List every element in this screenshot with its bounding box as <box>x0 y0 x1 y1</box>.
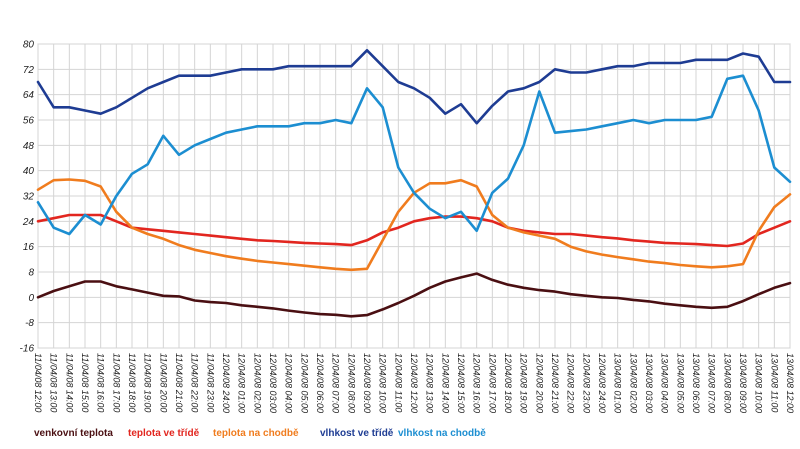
x-tick-label: 12/04/08 14:00 <box>440 353 450 413</box>
x-tick-label: 11/04/08 18:00 <box>127 353 137 412</box>
x-tick-label: 12/04/08 09:00 <box>362 353 372 413</box>
y-tick-label: -16 <box>20 344 35 355</box>
x-tick-label: 12/04/08 07:00 <box>331 353 341 413</box>
y-tick-label: 48 <box>23 141 35 152</box>
y-tick-label: 16 <box>23 242 35 253</box>
x-tick-label: 11/04/08 12:00 <box>33 353 43 412</box>
x-tick-label: 11/04/08 19:00 <box>143 353 153 412</box>
x-tick-label: 11/04/08 23:00 <box>205 353 215 412</box>
y-axis-tick-labels: -16 -8 0 8 16 24 32 40 48 56 64 72 80 <box>20 40 35 355</box>
x-tick-label: 12/04/08 21:00 <box>550 353 560 413</box>
x-tick-label: 13/04/08 03:00 <box>644 353 654 413</box>
series-line-teplota-ve-tride <box>36 213 792 248</box>
x-tick-label: 11/04/08 13:00 <box>49 353 59 412</box>
x-tick-label: 13/04/08 08:00 <box>722 353 732 413</box>
x-tick-label: 12/04/08 24:00 <box>221 353 231 413</box>
legend-item-teplota-na-chodbe: teplota na chodbě <box>213 428 299 439</box>
x-tick-label: 13/04/08 01:00 <box>613 353 623 413</box>
y-tick-label: 80 <box>23 40 35 51</box>
x-tick-label: 13/04/08 10:00 <box>754 353 764 413</box>
x-tick-label: 12/04/08 03:00 <box>268 353 278 413</box>
y-tick-label: 40 <box>23 166 35 177</box>
series-line-venkovni-teplota <box>36 272 792 318</box>
x-tick-label: 12/04/08 08:00 <box>346 353 356 413</box>
x-tick-label: 12/04/08 20:00 <box>534 353 544 413</box>
y-tick-label: 24 <box>22 217 35 228</box>
x-axis-tick-labels: 11/04/08 12:00 11/04/08 13:00 11/04/08 14:… <box>33 353 795 413</box>
series-lines <box>36 48 792 318</box>
x-tick-label: 12/04/08 01:00 <box>237 353 247 413</box>
x-tick-label: 12/04/08 19:00 <box>519 353 529 413</box>
x-tick-label: 12/04/08 04:00 <box>284 353 294 413</box>
legend-item-venkovni-teplota: venkovní teplota <box>34 428 113 439</box>
x-tick-label: 11/04/08 15:00 <box>80 353 90 412</box>
y-tick-label: 64 <box>23 90 35 101</box>
y-tick-label: -8 <box>25 318 34 329</box>
x-tick-label: 12/04/08 05:00 <box>299 353 309 413</box>
x-tick-label: 12/04/08 02:00 <box>252 353 262 413</box>
x-tick-label: 12/04/08 13:00 <box>425 353 435 413</box>
x-tick-label: 12/04/08 18:00 <box>503 353 513 413</box>
y-tick-label: 8 <box>28 268 34 279</box>
x-tick-label: 13/04/08 12:00 <box>785 353 795 413</box>
x-tick-label: 11/04/08 20:00 <box>158 353 168 412</box>
x-tick-label: 12/04/08 17:00 <box>487 353 497 413</box>
x-tick-label: 12/04/08 06:00 <box>315 353 325 413</box>
series-line-vlhkost-na-chodbe <box>36 74 792 236</box>
x-tick-label: 11/04/08 17:00 <box>111 353 121 412</box>
y-tick-label: 0 <box>28 293 34 304</box>
legend: venkovní teplota teplota ve třídě teplot… <box>0 428 800 444</box>
x-tick-label: 12/04/08 15:00 <box>456 353 466 413</box>
x-tick-label: 13/04/08 04:00 <box>660 353 670 413</box>
y-tick-label: 32 <box>23 192 35 203</box>
legend-item-vlhkost-na-chodbe: vlhkost na chodbě <box>398 428 486 439</box>
x-tick-label: 11/04/08 21:00 <box>174 353 184 412</box>
x-tick-label: 11/04/08 14:00 <box>64 353 74 412</box>
x-tick-label: 13/04/08 05:00 <box>675 353 685 413</box>
x-tick-label: 11/04/08 16:00 <box>96 353 106 412</box>
x-tick-label: 13/04/08 06:00 <box>691 353 701 413</box>
x-tick-label: 11/04/08 22:00 <box>190 353 200 412</box>
x-tick-label: 12/04/08 23:00 <box>581 353 591 413</box>
x-tick-label: 12/04/08 12:00 <box>409 353 419 413</box>
x-tick-label: 13/04/08 07:00 <box>707 353 717 413</box>
x-tick-label: 12/04/08 22:00 <box>566 353 576 413</box>
x-tick-label: 12/04/08 11:00 <box>393 353 403 412</box>
x-tick-label: 12/04/08 16:00 <box>472 353 482 413</box>
y-tick-label: 56 <box>23 116 35 127</box>
x-tick-label: 12/04/08 10:00 <box>378 353 388 413</box>
legend-item-teplota-ve-tride: teplota ve třídě <box>128 428 200 439</box>
legend-item-vlhkost-ve-tride: vlhkost ve třídě <box>320 428 394 439</box>
x-tick-label: 12/04/08 24:00 <box>597 353 607 413</box>
x-tick-label: 13/04/08 02:00 <box>628 353 638 413</box>
series-line-vlhkost-ve-tride <box>36 48 792 125</box>
y-tick-label: 72 <box>23 65 35 76</box>
x-tick-label: 13/04/08 11:00 <box>769 353 779 412</box>
x-tick-label: 13/04/08 09:00 <box>738 353 748 413</box>
